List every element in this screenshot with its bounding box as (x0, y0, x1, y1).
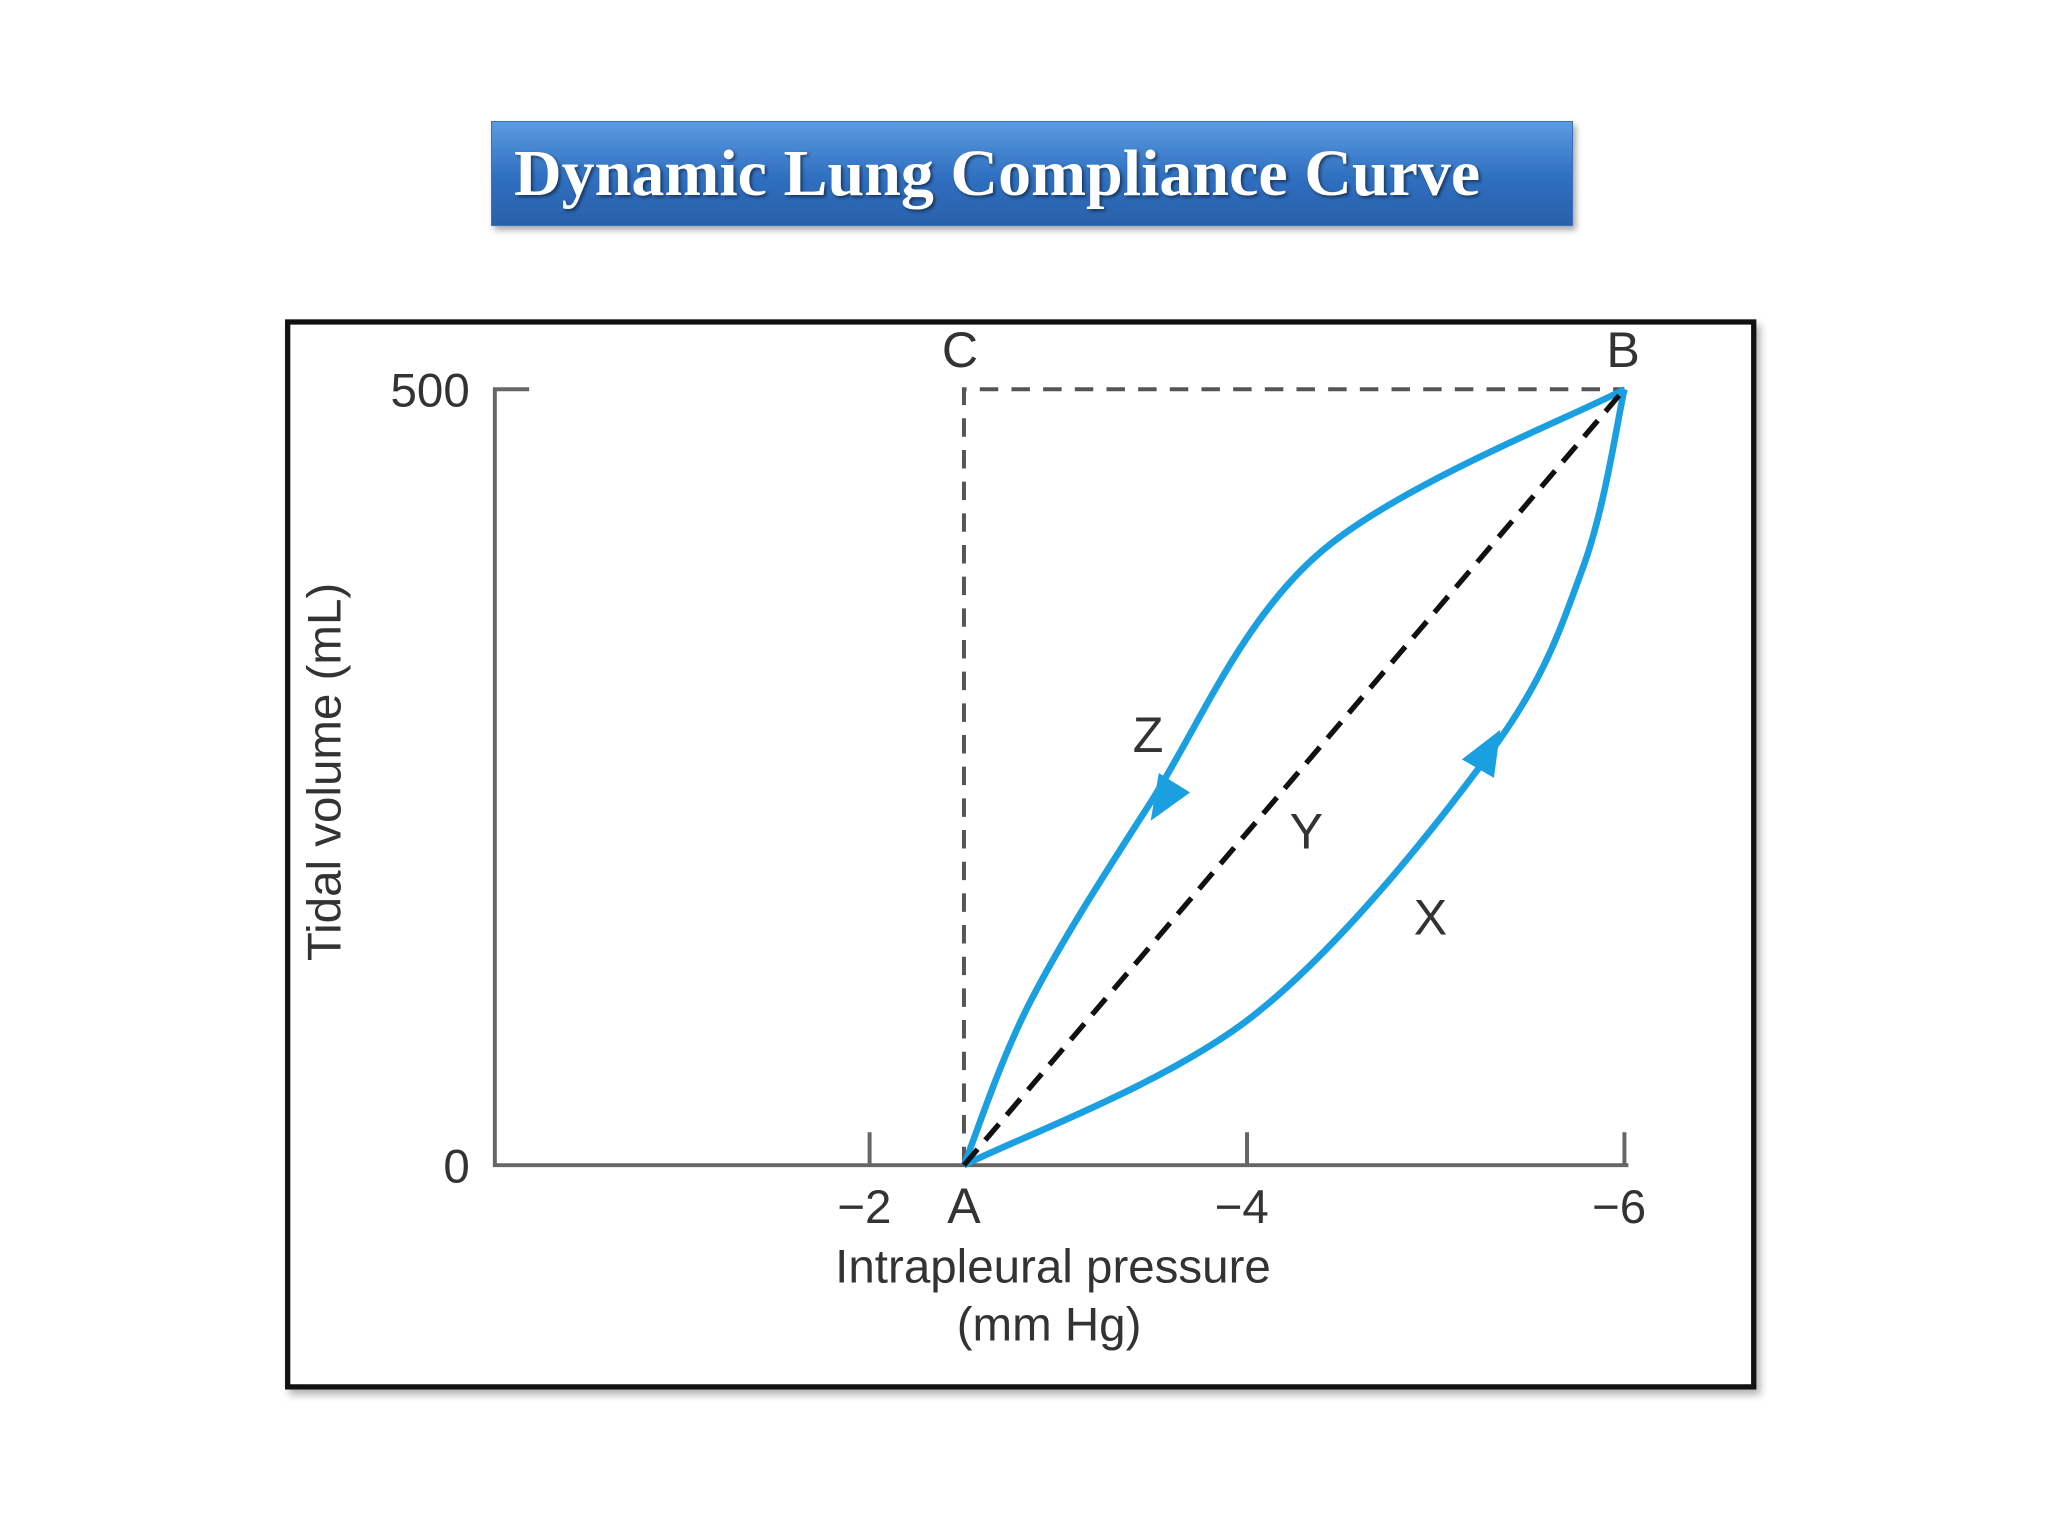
point-label-c: C (942, 322, 978, 378)
guide-dashed-line (961, 387, 1625, 1166)
arrow-z-icon (1150, 772, 1191, 821)
title-banner: Dynamic Lung Compliance Curve (491, 121, 1573, 226)
y-tick-label: 0 (443, 1140, 469, 1193)
axes-lines (492, 387, 1629, 1168)
y-axis-label: Tidal volume (mL) (298, 583, 351, 961)
series-label-y: Y (1290, 803, 1323, 859)
y-tick-label: 500 (391, 364, 470, 417)
arrow-x-icon (1461, 729, 1501, 778)
x-tick-label: −6 (1592, 1181, 1646, 1234)
x-axis-unit: (mm Hg) (957, 1299, 1142, 1352)
x-tick-label: −2 (837, 1181, 891, 1234)
x-axis-label: Intrapleural pressure (835, 1241, 1271, 1294)
series-line-x (962, 388, 1628, 1169)
x-tick-label: −4 (1215, 1181, 1269, 1234)
chart-title: Dynamic Lung Compliance Curve (514, 136, 1481, 210)
chart-frame (285, 319, 1757, 1390)
series-line-y (961, 387, 1627, 1167)
point-label-a: A (947, 1178, 981, 1234)
series-label-z: Z (1133, 707, 1164, 763)
series-label-x: X (1414, 889, 1447, 945)
point-label-b: B (1606, 322, 1639, 378)
series-line-z (960, 386, 1626, 1167)
